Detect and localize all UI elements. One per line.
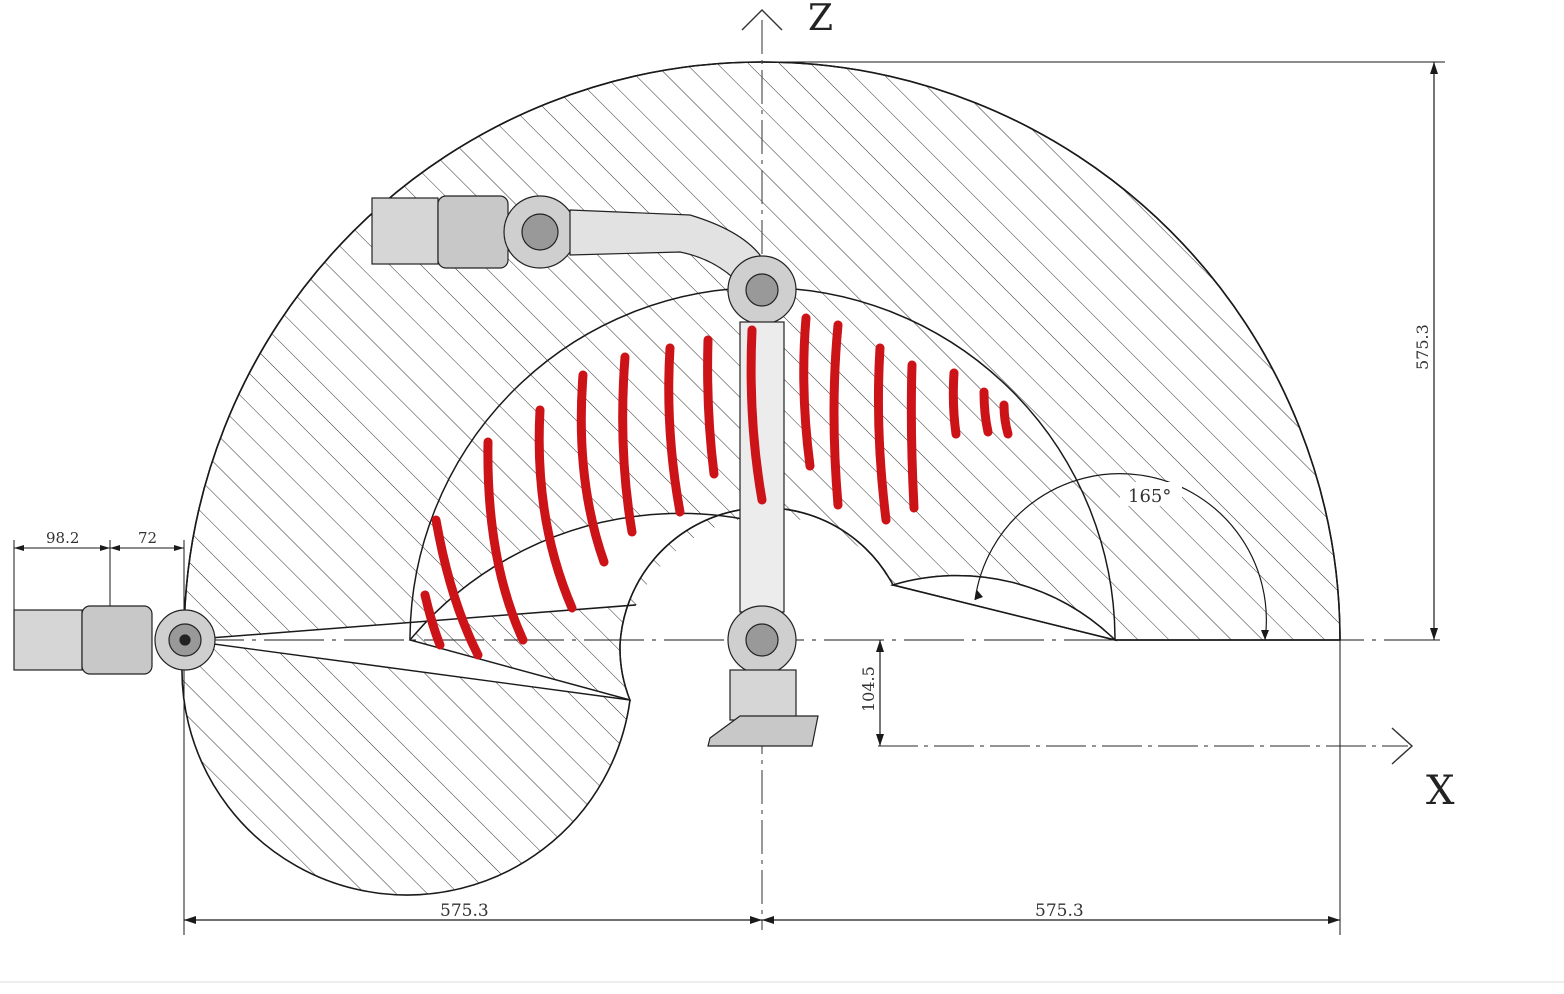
robot-arm-left	[13, 605, 216, 675]
joint-angle-indicator: 165°	[974, 473, 1269, 641]
z-axis-label: Z	[808, 0, 833, 39]
base-height-value: 104.5	[859, 666, 878, 712]
height-dimension: 575.3	[1413, 62, 1438, 640]
reach-dimensions: 575.3 575.3	[183, 640, 1341, 935]
flange-dimensions: 98.2 72	[13, 529, 185, 612]
robot-arm-upper	[371, 195, 797, 325]
x-axis-label: X	[1426, 768, 1455, 814]
x-axis: X	[878, 727, 1455, 814]
flange-offset-value: 72	[138, 529, 157, 547]
lower-left-lobe	[181, 639, 631, 896]
right-lobe	[890, 574, 1118, 642]
left-reach-value: 575.3	[440, 901, 489, 921]
flange-length-value: 98.2	[46, 529, 79, 547]
base-height-dimension: 104.5	[859, 640, 884, 746]
angle-label: 165°	[1128, 486, 1171, 507]
red-annotation-marks	[420, 313, 1013, 660]
right-reach-value: 575.3	[1035, 901, 1084, 921]
height-value: 575.3	[1413, 324, 1432, 370]
